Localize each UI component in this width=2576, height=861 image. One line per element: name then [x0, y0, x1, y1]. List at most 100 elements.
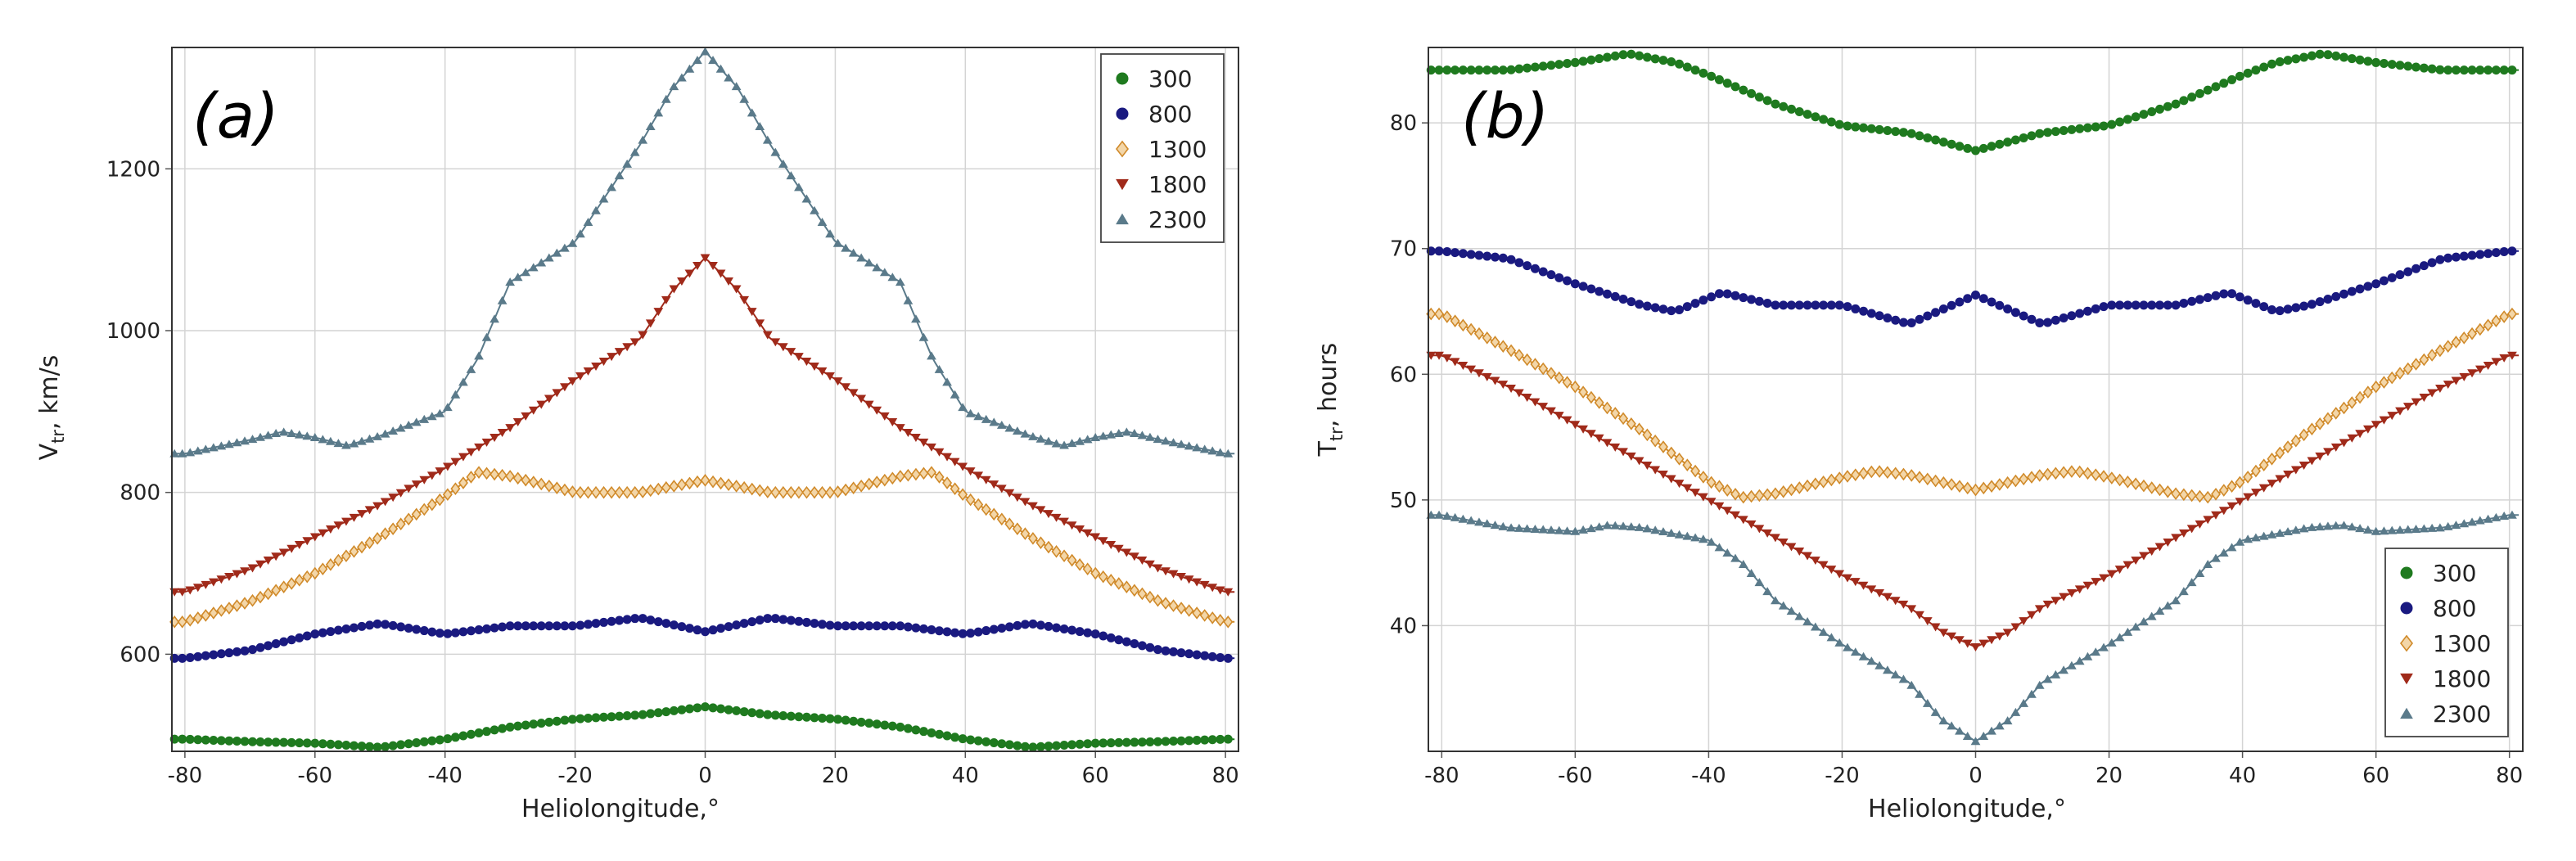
- data-point-2300-a: [1044, 436, 1053, 445]
- data-point-300-b: [2131, 112, 2141, 122]
- data-point-300-a: [896, 722, 905, 732]
- y-axis-title-main-b: T: [1314, 440, 1342, 457]
- data-point-1300-b: [1650, 434, 1661, 448]
- data-point-1300-b: [2218, 484, 2229, 497]
- data-point-1300-b: [1938, 476, 1949, 489]
- data-point-1800-b: [1699, 493, 1708, 502]
- data-point-1300-a: [747, 482, 757, 496]
- data-point-800-b: [2403, 267, 2413, 277]
- data-point-300-a: [1207, 735, 1217, 745]
- data-point-800-a: [388, 620, 398, 630]
- data-point-1300-b: [1954, 480, 1965, 493]
- data-point-2300-a: [177, 449, 187, 458]
- data-point-2300-a: [240, 436, 250, 445]
- data-point-1800-b: [1762, 529, 1773, 538]
- data-point-300-a: [1106, 738, 1116, 748]
- data-point-800-a: [1099, 631, 1108, 641]
- data-point-1300-a: [216, 604, 227, 617]
- data-point-1800-a: [973, 471, 984, 480]
- data-point-300-a: [1044, 742, 1053, 751]
- data-point-1800-a: [989, 480, 999, 489]
- data-point-800-b: [2099, 302, 2109, 312]
- data-point-300-a: [193, 735, 203, 745]
- data-point-1800-b: [1866, 585, 1877, 594]
- data-point-300-b: [1978, 143, 1988, 153]
- data-point-1800-b: [2218, 507, 2229, 516]
- data-point-800-a: [794, 616, 804, 626]
- data-point-800-a: [1035, 620, 1045, 630]
- data-point-800-b: [1730, 291, 1740, 300]
- data-point-800-a: [474, 625, 484, 635]
- data-point-300-a: [622, 711, 632, 721]
- data-point-2300-a: [942, 377, 952, 386]
- data-point-2300-b: [1690, 533, 1700, 542]
- data-point-800-a: [498, 622, 508, 632]
- data-point-1300-a: [544, 479, 554, 493]
- data-point-1800-b: [1434, 351, 1444, 360]
- data-point-2300-b: [1898, 674, 1909, 683]
- data-point-800-a: [240, 646, 250, 656]
- data-point-2300-b: [2235, 537, 2245, 546]
- data-point-1800-a: [481, 438, 492, 447]
- data-point-2300-b: [1554, 525, 1564, 534]
- data-point-1300-b: [2258, 458, 2269, 471]
- data-point-2300-a: [918, 332, 929, 341]
- data-point-800-b: [2059, 313, 2068, 322]
- data-point-1300-a: [255, 590, 266, 604]
- panel-b-time-chart: -80 -60 -40 -20 0 20 40 60 80 40 50 60 70 80 300 800 130…: [1314, 47, 2524, 823]
- data-point-1800-a: [739, 295, 750, 304]
- data-point-1800-a: [372, 502, 382, 511]
- data-point-300-a: [801, 712, 811, 722]
- data-point-1300-b: [2203, 490, 2213, 504]
- legend-marker-1800-a: [1116, 178, 1129, 191]
- data-point-1300-b: [1586, 390, 1596, 404]
- data-point-300-b: [2379, 59, 2389, 69]
- data-point-1300-b: [1882, 466, 1893, 480]
- data-point-800-b: [2227, 289, 2237, 299]
- data-point-2300-b: [1441, 512, 1452, 521]
- data-point-2300-b: [2435, 523, 2445, 532]
- data-point-2300-b: [2106, 638, 2117, 647]
- data-point-800-b: [1699, 295, 1708, 305]
- data-point-800-a: [935, 626, 945, 636]
- data-point-1800-b: [1690, 489, 1700, 498]
- data-point-300-b: [1947, 139, 1956, 149]
- data-point-800-b: [2139, 300, 2149, 310]
- data-point-1800-b: [2027, 611, 2037, 620]
- x-tick-label-a: -40: [427, 764, 462, 788]
- data-point-2300-a: [309, 432, 320, 441]
- x-tick-label-a: 60: [1082, 764, 1109, 788]
- data-point-1800-a: [1035, 506, 1046, 515]
- data-point-300-a: [661, 707, 671, 717]
- data-point-300-a: [232, 737, 241, 746]
- data-point-800-b: [2355, 284, 2365, 294]
- plot-area-a: -80 -60 -40 -20 0 20 40 60 80 600 800 1000 1200 300 80…: [106, 47, 1239, 788]
- data-point-300-a: [1020, 742, 1030, 751]
- data-point-800-a: [872, 621, 882, 631]
- data-point-800-b: [1635, 300, 1644, 309]
- data-point-2300-a: [692, 56, 702, 65]
- data-point-300-b: [2331, 51, 2341, 61]
- data-point-1300-b: [1706, 476, 1717, 489]
- data-point-1800-a: [201, 580, 211, 589]
- data-point-1300-a: [286, 577, 297, 590]
- data-point-2300-a: [848, 248, 859, 257]
- data-point-1800-a: [786, 348, 796, 357]
- data-point-300-b: [2050, 127, 2060, 137]
- data-point-2300-b: [2491, 512, 2502, 521]
- data-point-300-a: [240, 737, 250, 746]
- data-point-1300-a: [426, 498, 437, 512]
- data-point-1800-a: [497, 429, 508, 438]
- data-point-2300-a: [927, 351, 936, 360]
- data-point-300-b: [1811, 112, 1820, 122]
- data-point-800-a: [638, 614, 647, 624]
- data-point-800-b: [1707, 292, 1717, 302]
- panel-a-velocity-chart: -80 -60 -40 -20 0 20 40 60 80 600 800 1000 1200 300 80…: [35, 47, 1239, 823]
- data-point-300-a: [701, 702, 710, 712]
- data-point-1800-a: [512, 417, 523, 426]
- data-point-2300-b: [2443, 521, 2453, 530]
- data-point-1300-a: [1082, 562, 1093, 576]
- data-point-1800-a: [825, 372, 835, 381]
- data-point-2300-b: [1930, 707, 1941, 716]
- data-point-800-b: [1891, 315, 1901, 325]
